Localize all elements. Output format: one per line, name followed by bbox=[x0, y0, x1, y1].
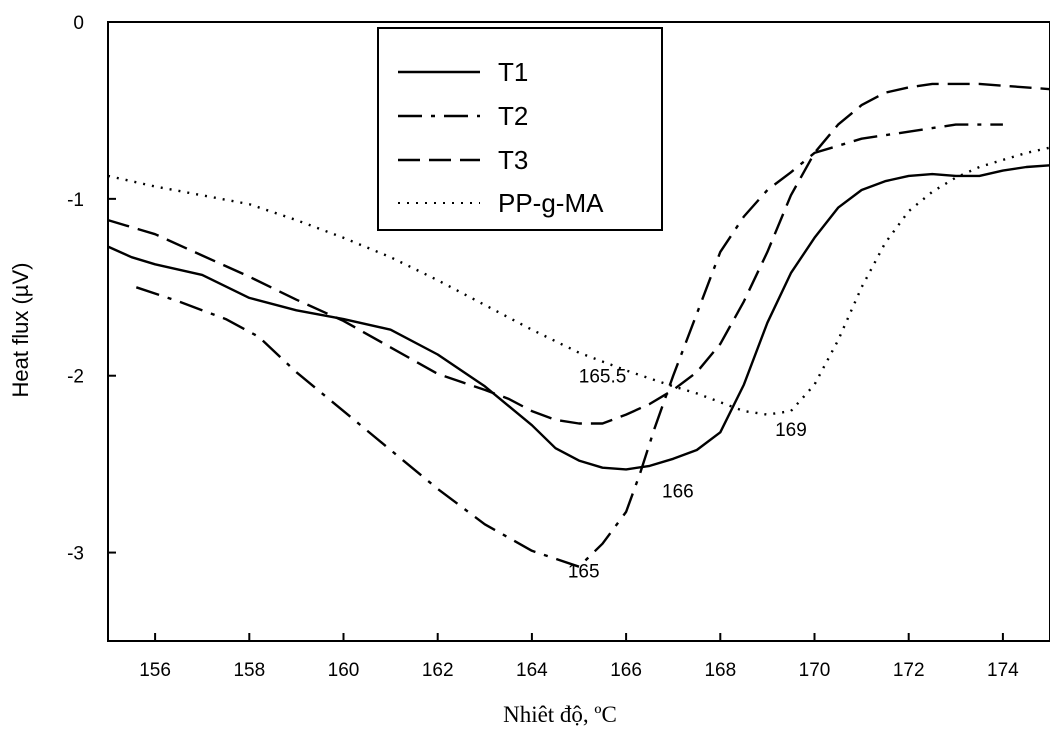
x-tick-label: 170 bbox=[799, 660, 831, 681]
series-line-t3 bbox=[107, 82, 1050, 425]
x-tick-label: 160 bbox=[328, 660, 360, 681]
legend-label: T1 bbox=[498, 57, 528, 87]
legend-box bbox=[377, 27, 663, 231]
y-tick-label: -2 bbox=[67, 367, 84, 388]
series-line-t2 bbox=[135, 123, 1003, 568]
legend-label: T3 bbox=[498, 145, 528, 175]
plot-frame bbox=[107, 21, 1050, 642]
annotation-group: 165.5 169 166 165 bbox=[568, 367, 807, 583]
x-tick-label: 162 bbox=[422, 660, 454, 681]
series-line-t1 bbox=[107, 164, 1050, 471]
series-group bbox=[107, 82, 1050, 568]
y-tick-label: -3 bbox=[67, 544, 84, 565]
annotation-label: 166 bbox=[662, 482, 694, 503]
x-tick-label: 174 bbox=[987, 660, 1019, 681]
x-tick-label: 164 bbox=[516, 660, 548, 681]
annotation-label: 165.5 bbox=[579, 367, 627, 388]
x-axis-title: Nhiêt độ, ºC bbox=[503, 702, 617, 727]
legend-label: T2 bbox=[498, 101, 528, 131]
x-tick-label: 166 bbox=[610, 660, 642, 681]
x-tick-label: 156 bbox=[139, 660, 171, 681]
x-tick-label: 158 bbox=[233, 660, 265, 681]
legend-items: T1 T2 T3 PP-g-MA bbox=[398, 57, 604, 218]
x-tick-label: 172 bbox=[893, 660, 925, 681]
y-tick-label: 0 bbox=[73, 13, 84, 34]
tick-group: 156 158 160 162 164 166 168 170 172 174 0 -1 -2 -3 bbox=[67, 13, 1019, 681]
annotation-label: 165 bbox=[568, 561, 600, 582]
legend: T1 T2 T3 PP-g-MA bbox=[377, 27, 663, 231]
annotation-label: 169 bbox=[775, 420, 807, 441]
y-tick-label: -1 bbox=[67, 190, 84, 211]
x-tick-label: 168 bbox=[704, 660, 736, 681]
legend-label: PP-g-MA bbox=[498, 188, 604, 218]
y-axis-title: Heat flux (µV) bbox=[8, 263, 33, 398]
